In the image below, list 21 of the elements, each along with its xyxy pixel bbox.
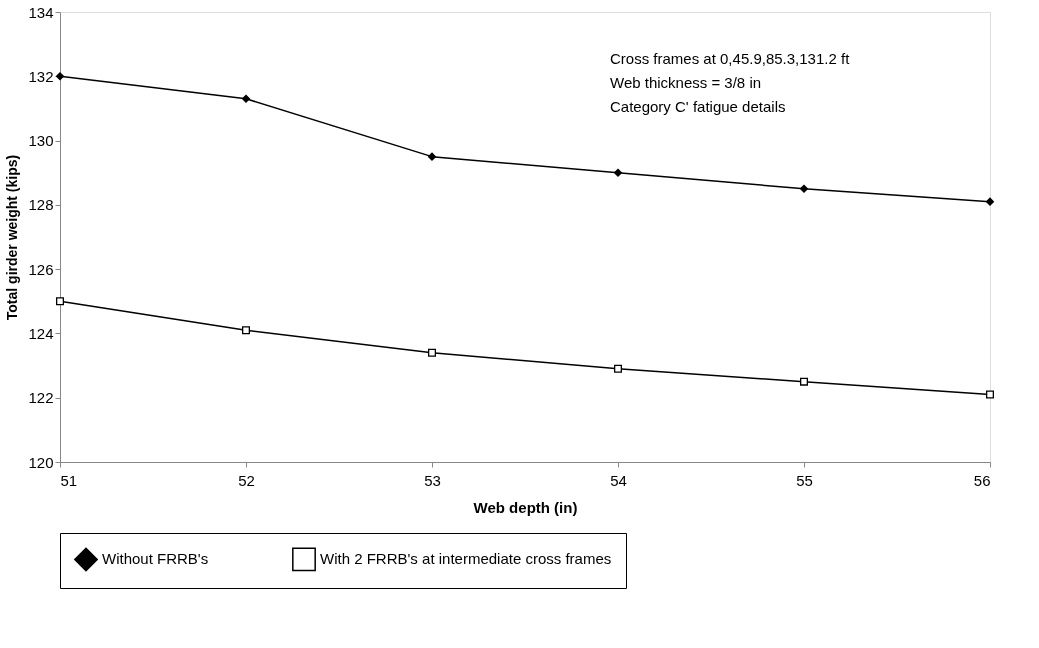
annotation: Category C' fatigue details [610, 98, 786, 115]
y-tick-label: 134 [28, 3, 54, 21]
x-tick-label: 55 [796, 471, 813, 489]
annotation: Web thickness = 3/8 in [610, 74, 762, 91]
legend-label: Without FRRB's [102, 550, 209, 568]
y-axis-title: Total girder weight (kips) [4, 154, 21, 321]
x-tick-label: 54 [610, 471, 627, 489]
legend-label: With 2 FRRB's at intermediate cross frames [320, 550, 612, 568]
y-tick-label: 122 [28, 389, 54, 407]
y-tick-label: 130 [28, 132, 54, 150]
x-tick-label: 52 [238, 471, 255, 489]
y-tick-label: 128 [28, 196, 54, 214]
y-tick-label: 126 [28, 260, 54, 278]
x-tick-label: 56 [973, 471, 991, 489]
y-tick-label: 132 [28, 67, 54, 85]
x-tick-label: 53 [424, 471, 441, 489]
y-tick-label: 124 [28, 324, 54, 342]
annotation: Cross frames at 0,45.9,85.3,131.2 ft [610, 50, 851, 67]
x-axis-title: Web depth (in) [473, 498, 578, 516]
x-tick-label: 51 [60, 471, 78, 489]
y-tick-label: 120 [28, 453, 54, 471]
